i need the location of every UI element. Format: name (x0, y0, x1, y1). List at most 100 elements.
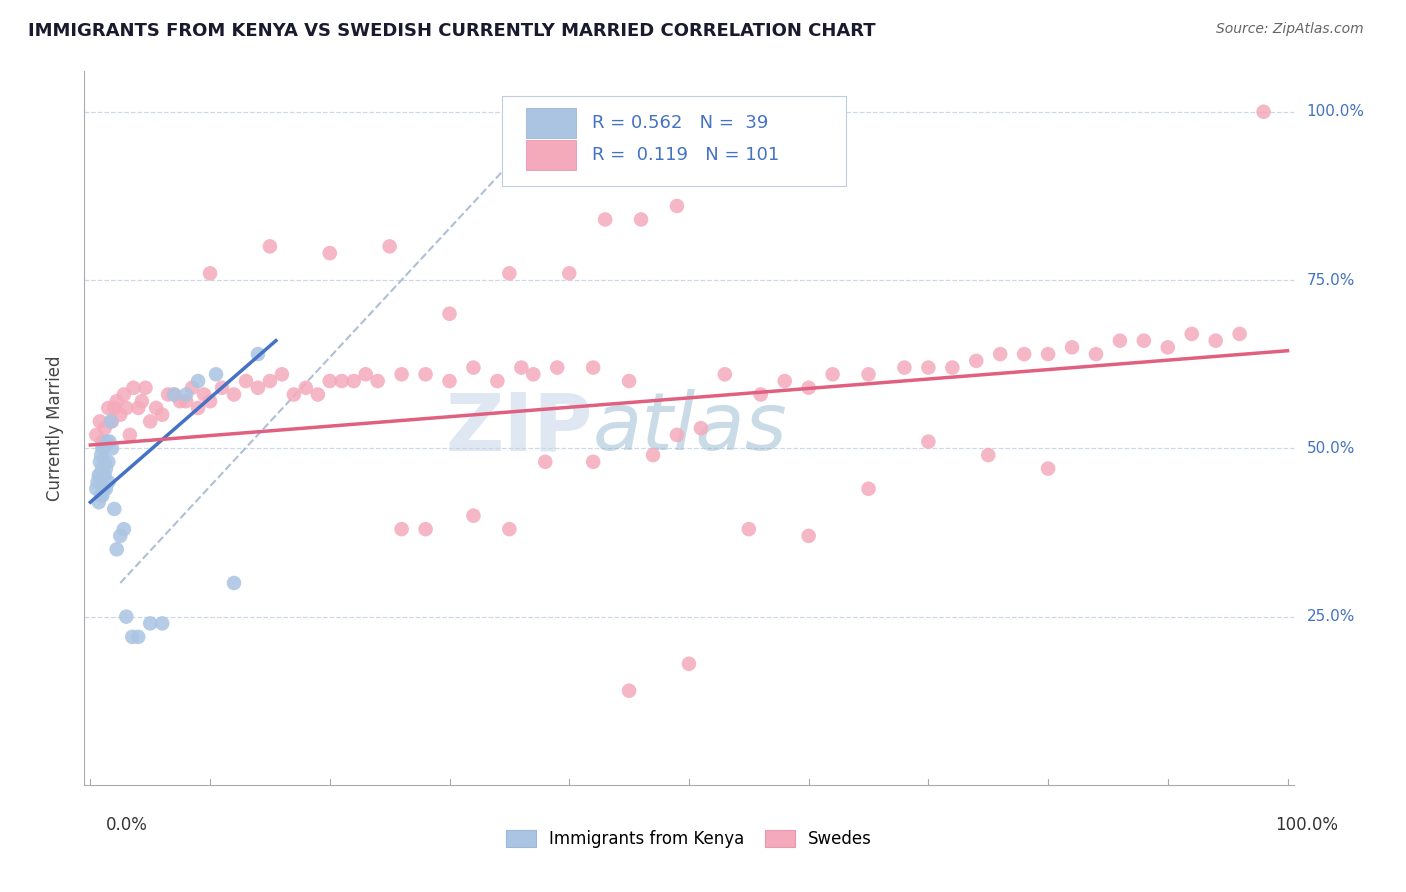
Point (307, 387, 329, 401)
Point (112, 522, 135, 536)
Point (86, 428, 108, 442)
Point (246, 347, 269, 361)
Point (319, 246, 342, 260)
Point (665, 199, 688, 213)
Point (1181, 326, 1204, 341)
Point (163, 387, 186, 401)
Text: 25.0%: 25.0% (1306, 609, 1355, 624)
Point (101, 442, 124, 456)
Point (115, 401, 138, 415)
Point (391, 522, 413, 536)
Point (415, 368, 437, 382)
Point (917, 360, 939, 375)
Point (169, 394, 191, 409)
Point (198, 266, 221, 280)
Point (439, 307, 461, 321)
Text: Source: ZipAtlas.com: Source: ZipAtlas.com (1216, 22, 1364, 37)
Point (1205, 334, 1227, 348)
Point (1253, 104, 1275, 119)
Text: 100.0%: 100.0% (1306, 104, 1364, 120)
Point (86, 482, 108, 496)
Point (259, 239, 281, 253)
Point (187, 374, 209, 388)
Text: atlas: atlas (592, 389, 787, 467)
Point (90, 488, 112, 502)
Point (378, 239, 401, 253)
Point (1109, 334, 1132, 348)
Point (463, 508, 485, 523)
Point (391, 368, 413, 382)
Point (1157, 340, 1180, 354)
Point (110, 408, 132, 422)
Point (127, 401, 149, 415)
Point (90, 448, 112, 462)
Point (641, 448, 664, 462)
Point (678, 657, 700, 671)
Point (105, 542, 128, 557)
Point (690, 421, 713, 435)
Point (222, 576, 245, 591)
Point (558, 266, 581, 280)
Point (617, 374, 640, 388)
Point (89, 455, 111, 469)
Point (965, 354, 987, 368)
Point (98, 434, 121, 449)
Point (110, 529, 132, 543)
Text: ZIP: ZIP (444, 389, 592, 467)
Point (330, 374, 353, 388)
Point (617, 683, 640, 698)
Point (665, 428, 688, 442)
Point (150, 616, 173, 631)
Point (198, 394, 221, 409)
FancyBboxPatch shape (502, 96, 846, 186)
Point (122, 381, 145, 395)
Point (593, 212, 616, 227)
Point (270, 368, 292, 382)
Point (94, 482, 117, 496)
Point (259, 374, 281, 388)
Point (150, 408, 173, 422)
Point (193, 387, 215, 401)
Point (797, 381, 820, 395)
Point (773, 374, 796, 388)
Point (112, 387, 135, 401)
Point (463, 360, 485, 375)
Point (354, 368, 377, 382)
Point (486, 374, 509, 388)
Point (510, 360, 533, 375)
Point (714, 368, 737, 382)
Point (91, 488, 114, 502)
Point (522, 368, 544, 382)
Point (89, 414, 111, 428)
Point (134, 381, 156, 395)
Point (749, 387, 772, 401)
Point (797, 529, 820, 543)
Point (858, 368, 880, 382)
Point (139, 616, 162, 631)
Point (738, 522, 761, 536)
Point (97, 401, 120, 415)
Text: 75.0%: 75.0% (1306, 273, 1355, 287)
Point (145, 401, 167, 415)
FancyBboxPatch shape (526, 140, 576, 169)
Point (1012, 347, 1035, 361)
Point (118, 428, 141, 442)
Point (187, 401, 209, 415)
Point (211, 381, 233, 395)
Point (582, 360, 605, 375)
Point (103, 502, 125, 516)
Point (1085, 347, 1108, 361)
Point (941, 360, 963, 375)
Point (87, 495, 110, 509)
Point (127, 630, 149, 644)
Legend: Immigrants from Kenya, Swedes: Immigrants from Kenya, Swedes (499, 823, 879, 855)
Point (222, 387, 245, 401)
Point (91, 434, 114, 449)
Point (246, 381, 269, 395)
Text: 100.0%: 100.0% (1275, 816, 1339, 834)
Point (415, 522, 437, 536)
Point (319, 374, 342, 388)
Point (89, 468, 111, 483)
Point (163, 387, 186, 401)
Point (93, 482, 115, 496)
